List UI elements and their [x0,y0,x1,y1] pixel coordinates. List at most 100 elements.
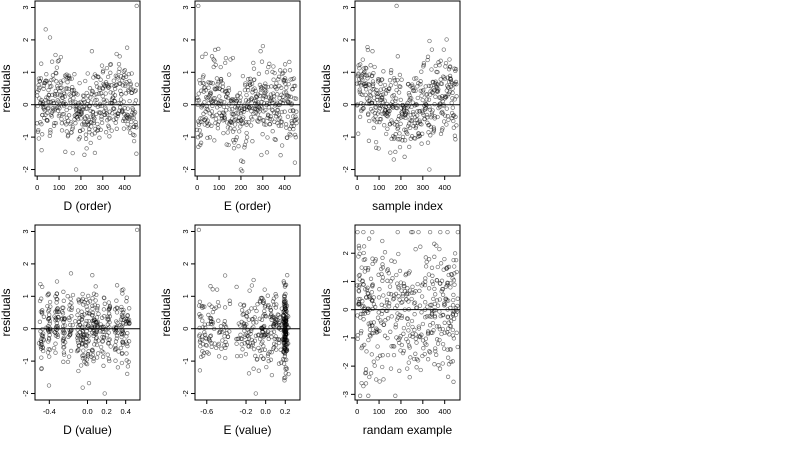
data-point [48,128,53,133]
data-point [123,74,129,79]
x-tick-label: 0.2 [101,407,111,416]
data-point [363,371,368,376]
x-axis-label: randam example [363,423,453,437]
data-point [73,167,79,172]
data-point [438,229,443,235]
data-point [438,261,444,266]
data-point [43,27,48,32]
data-point [434,298,440,303]
data-point [421,62,426,68]
data-point [253,111,258,116]
data-point [439,81,445,86]
data-point [41,331,46,336]
data-point [414,340,419,345]
x-tick-label: 300 [417,183,430,192]
data-point [99,120,105,126]
data-point [417,109,423,114]
data-point [68,120,74,125]
data-point [119,334,124,340]
data-point [429,302,434,307]
data-point [105,322,110,327]
data-point [108,62,114,67]
data-point [249,283,255,288]
data-point [396,284,401,289]
data-point [63,102,68,107]
data-point [215,105,220,110]
data-point [446,67,452,72]
data-point [251,366,256,371]
data-point [262,333,267,338]
data-point [274,86,279,92]
data-point [246,98,251,103]
x-tick-label: 400 [118,183,131,192]
data-point [245,88,251,93]
data-point [291,123,296,129]
x-tick-label: 100 [53,183,66,192]
data-point [445,281,450,286]
data-point [377,379,382,384]
data-point [62,330,67,335]
data-point [113,358,118,363]
data-point [445,330,450,335]
data-point [47,354,52,359]
data-point [226,88,232,93]
data-point [106,341,111,346]
data-point [413,124,419,129]
data-point [258,49,263,54]
data-point [271,346,276,351]
data-point [94,91,99,97]
data-point [414,76,419,81]
data-point [84,318,89,324]
data-point [122,68,128,73]
data-point [42,105,47,110]
data-point [129,119,134,125]
y-tick-label: 0 [21,327,30,331]
data-point [197,314,203,319]
data-point [282,334,287,339]
data-point [378,81,383,86]
data-point [359,380,364,386]
y-tick-label: -1 [341,134,350,141]
data-point [436,324,442,329]
y-tick-label: -3 [341,391,350,398]
data-point [417,288,422,294]
data-point [285,273,290,278]
data-point [59,116,64,122]
x-tick-label: 0.4 [120,407,130,416]
data-point [420,131,425,136]
data-point [361,229,366,235]
data-point [44,95,49,100]
data-point [404,291,409,296]
data-point [244,92,249,98]
data-point [209,344,214,349]
data-point [237,90,243,96]
data-point [114,336,119,341]
y-tick-label: 2 [341,251,350,255]
data-point [249,96,255,101]
data-point [69,76,74,81]
data-point [286,341,291,346]
data-point [200,75,206,80]
y-tick-label: -1 [181,358,190,365]
data-point [446,320,451,325]
data-point [373,105,379,110]
data-point [125,106,130,111]
data-point [391,343,396,349]
data-point [378,87,384,92]
data-point [197,368,203,373]
data-point [398,334,403,339]
data-point [433,348,438,354]
data-point [400,291,406,297]
data-point [236,336,241,341]
data-point [395,103,400,108]
data-point [57,106,62,111]
data-point [407,144,412,150]
data-point [55,306,60,311]
data-point [267,349,272,355]
data-point [442,256,447,262]
data-point [413,125,418,131]
data-point [444,37,449,42]
data-point [291,108,296,114]
data-point [67,105,72,111]
data-point [240,159,246,164]
